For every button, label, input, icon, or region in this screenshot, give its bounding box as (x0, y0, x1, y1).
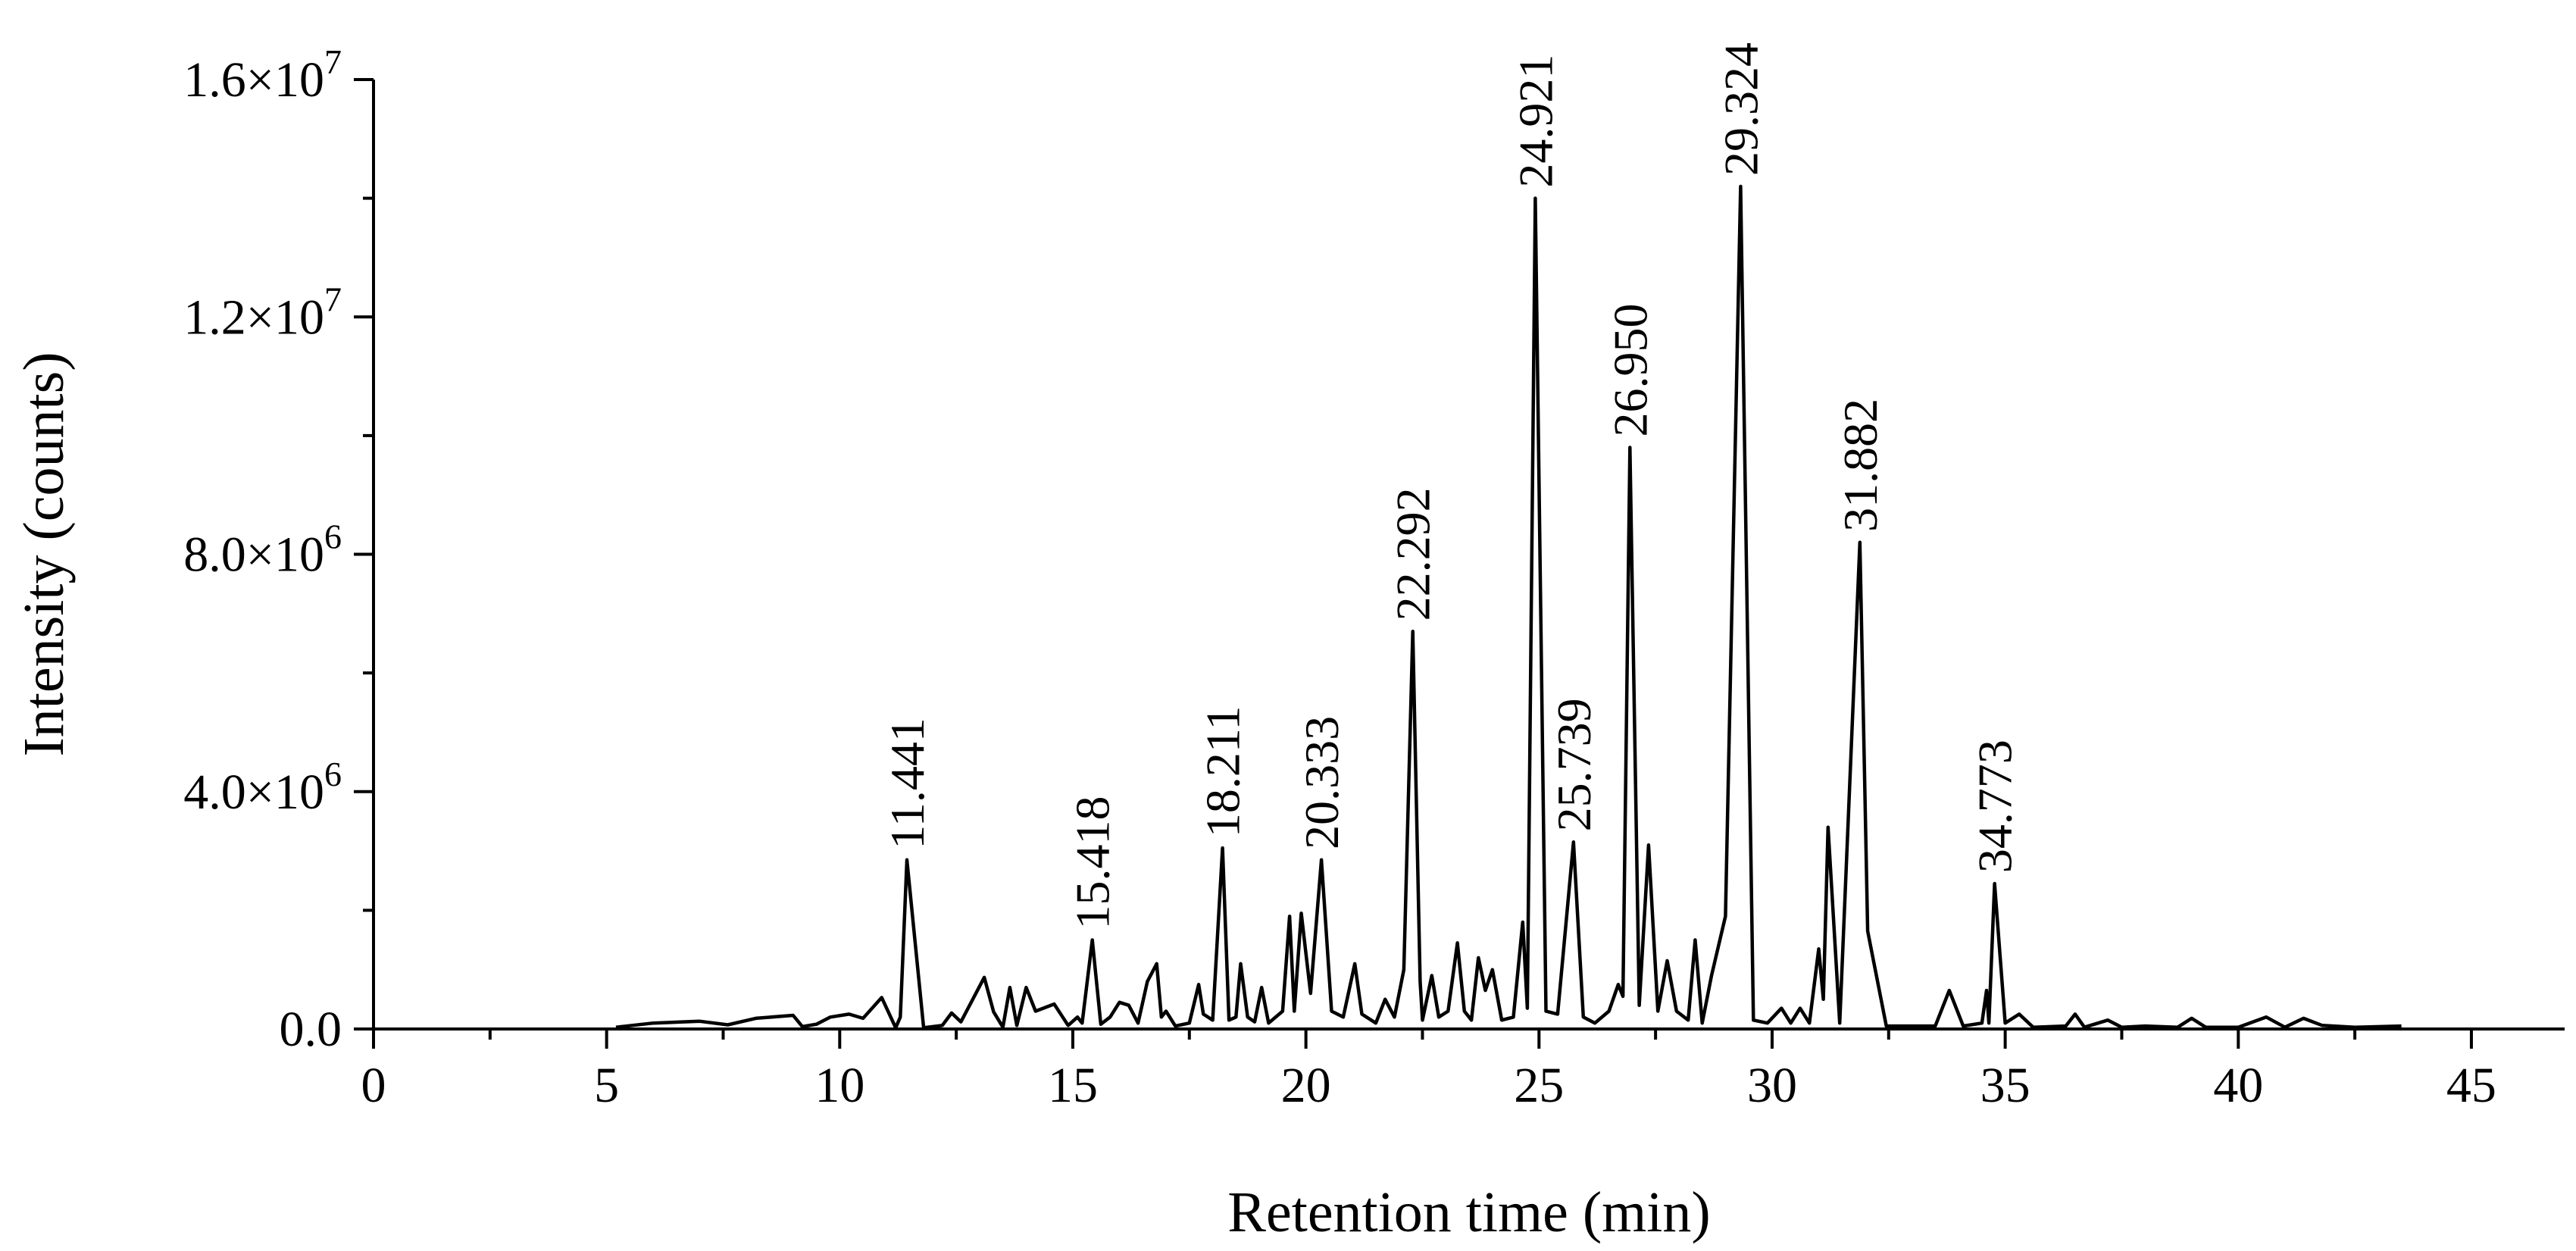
y-tick-mantissa: 8.0×10 (183, 527, 324, 583)
series-layer (615, 184, 2402, 1030)
peak-label: 18.211 (1196, 706, 1250, 838)
y-tick-label: 1.2×107 (183, 280, 342, 345)
x-axis-title: Retention time (min) (1227, 1181, 1710, 1244)
y-tick-label: 0.0 (280, 1002, 342, 1057)
y-tick-label: 8.0×106 (183, 518, 342, 583)
peak-label: 22.292 (1386, 487, 1440, 621)
series-line-chromatogram (615, 184, 2402, 1030)
y-tick-label: 4.0×106 (183, 755, 342, 820)
peak-label: 26.950 (1603, 304, 1657, 437)
x-tick-label: 30 (1747, 1058, 1797, 1113)
peak-label: 20.333 (1295, 716, 1349, 849)
peak-label: 29.324 (1714, 42, 1768, 176)
peak-label: 25.739 (1547, 698, 1601, 831)
x-tick-label: 0 (361, 1058, 386, 1113)
peak-label: 34.773 (1968, 740, 2022, 873)
x-tick-label: 20 (1281, 1058, 1331, 1113)
peak-label: 31.882 (1834, 399, 1887, 532)
y-tick-exponent: 6 (324, 755, 342, 793)
y-tick-exponent: 7 (324, 280, 342, 318)
y-tick-label: 1.6×107 (183, 42, 342, 108)
peak-label: 11.441 (880, 718, 934, 849)
y-tick-mantissa: 1.2×10 (183, 289, 324, 345)
x-tick-label: 10 (814, 1058, 864, 1113)
y-tick-mantissa: 4.0×10 (183, 765, 324, 820)
peak-label: 15.418 (1066, 796, 1120, 930)
x-axis-ticks: 0 5 10 15 20 25 30 35 40 45 (361, 1029, 2496, 1113)
x-tick-label: 15 (1048, 1058, 1098, 1113)
x-tick-label: 5 (594, 1058, 619, 1113)
y-tick-mantissa: 0.0 (280, 1002, 342, 1057)
peak-label: 24.921 (1508, 55, 1562, 188)
x-tick-label: 35 (1980, 1058, 2030, 1113)
x-tick-label: 40 (2213, 1058, 2263, 1113)
axes (372, 80, 2565, 1031)
x-tick-label: 45 (2446, 1058, 2496, 1113)
x-tick-label: 25 (1514, 1058, 1564, 1113)
y-axis-title: Intensity (counts) (12, 352, 76, 756)
peak-labels: 11.441 15.418 18.211 20.333 22.292 24.921 25.7… (880, 42, 2022, 930)
y-tick-mantissa: 1.6×10 (183, 52, 324, 108)
y-tick-exponent: 6 (324, 518, 342, 556)
y-tick-exponent: 7 (324, 42, 342, 81)
